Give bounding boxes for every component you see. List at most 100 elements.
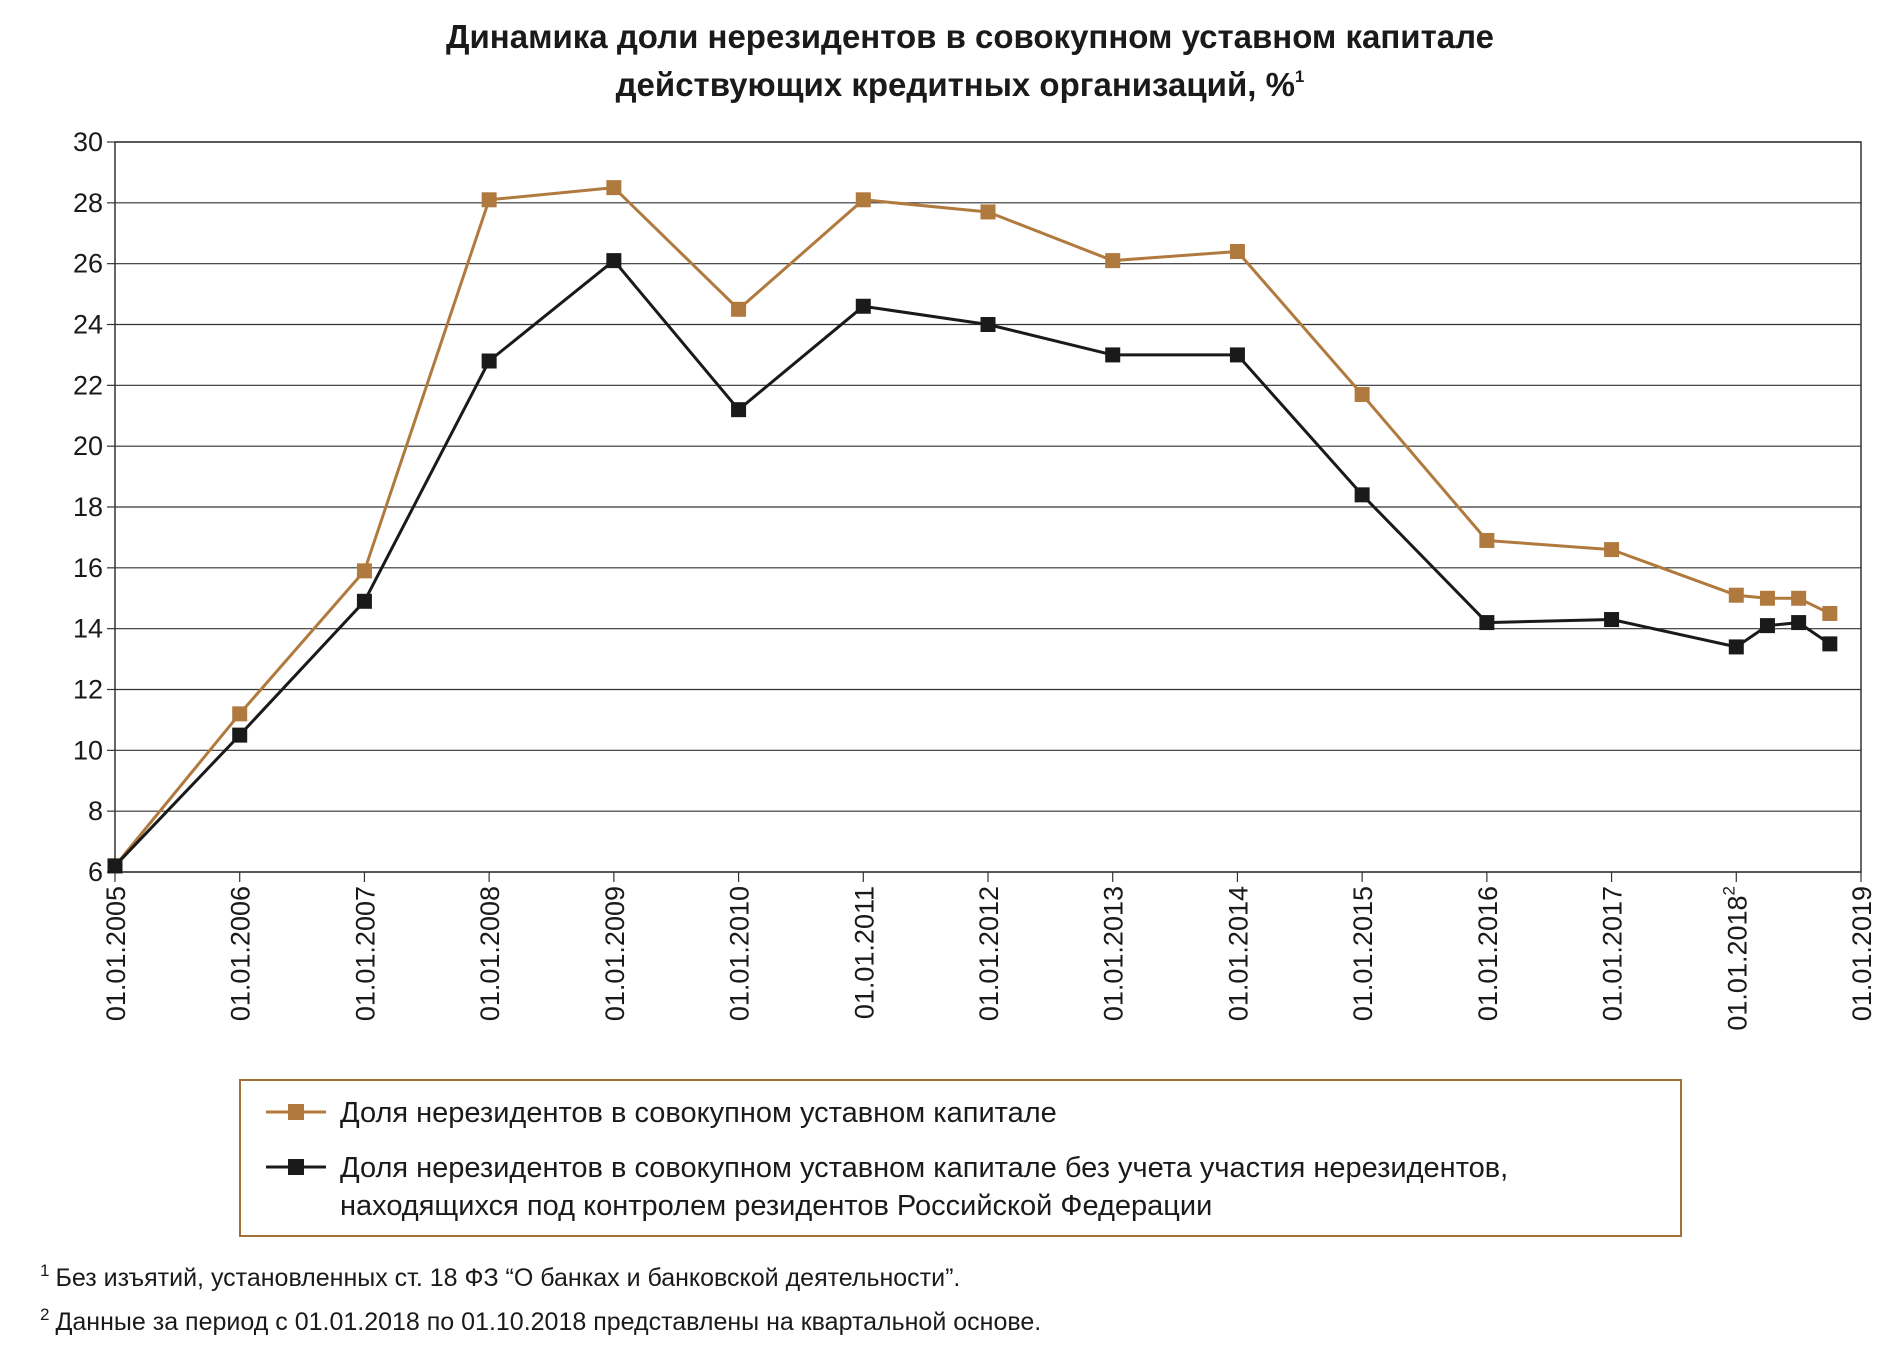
x-tick-label-text: 01.01.2008 (475, 886, 505, 1021)
x-tick-label-text: 01.01.2015 (1348, 886, 1378, 1021)
y-tick-label: 14 (73, 614, 103, 644)
x-axis: 01.01.2005 01.01.2006 01.01.2007 01.01.2008… (101, 872, 1877, 1031)
data-point-adjusted (481, 353, 497, 369)
y-tick-label: 22 (73, 370, 103, 400)
data-point-adjusted (1479, 615, 1495, 631)
x-tick-label-text: 01.01.2012 (974, 886, 1004, 1021)
data-point-total (1604, 542, 1620, 558)
y-tick-label: 24 (73, 310, 103, 340)
y-tick-label: 10 (73, 735, 103, 765)
y-tick-label: 30 (73, 127, 103, 157)
x-tick-label-text: 01.01.2014 (1223, 886, 1253, 1021)
data-point-total (1791, 590, 1807, 606)
footnote-1: 1 Без изъятий, установленных ст. 18 ФЗ “О… (40, 1261, 960, 1292)
footnote-1-text: Без изъятий, установленных ст. 18 ФЗ “О … (55, 1264, 960, 1292)
data-point-total (980, 204, 996, 220)
series-line-total (113, 186, 1831, 867)
x-tick-label: 01.01.2005 (101, 886, 131, 1021)
legend-label-2-line1: Доля нерезидентов в совокупном уставном … (340, 1152, 1508, 1184)
data-point-adjusted (980, 317, 996, 332)
x-tick-label: 01.01.2008 (475, 886, 505, 1021)
data-point-total (855, 192, 871, 208)
x-tick-label: 01.01.20182 (1719, 886, 1752, 1031)
legend-label-1: Доля нерезидентов в совокупном уставном … (340, 1097, 1057, 1129)
footnote-2: 2 Данные за период с 01.01.2018 по 01.10.… (40, 1305, 1041, 1336)
data-point-adjusted (731, 402, 747, 418)
y-tick-label: 28 (73, 188, 103, 218)
data-point-total (1354, 386, 1370, 402)
legend-label-2-line2: находящихся под контролем резидентов Рос… (340, 1190, 1212, 1222)
footnote-2-mark: 2 (40, 1305, 49, 1324)
chart-title-line1: Динамика доли нерезидентов в совокупном … (446, 18, 1494, 55)
y-tick-label: 26 (73, 249, 103, 279)
x-tick-label: 01.01.2013 (1099, 886, 1129, 1021)
data-point-total (1728, 587, 1744, 603)
y-tick-label: 8 (88, 796, 103, 826)
x-tick-label: 01.01.2015 (1348, 886, 1378, 1021)
x-tick-label-text: 01.01.2009 (600, 886, 630, 1021)
x-tick-label-text: 01.01.2010 (725, 886, 755, 1021)
data-point-adjusted (1759, 618, 1775, 634)
data-point-adjusted (1354, 487, 1370, 503)
data-point-adjusted (1105, 347, 1121, 363)
legend: Доля нерезидентов в совокупном уставном … (239, 1079, 1682, 1237)
x-tick-label: 01.01.2014 (1223, 886, 1253, 1021)
data-point-adjusted (1791, 615, 1807, 631)
x-tick-label: 01.01.2019 (1847, 886, 1877, 1021)
data-point-adjusted (232, 727, 248, 743)
y-tick-label: 6 (88, 857, 103, 887)
data-point-adjusted (1822, 636, 1838, 652)
footnote-2-text: Данные за период с 01.01.2018 по 01.10.2… (55, 1308, 1041, 1336)
data-point-total (232, 706, 248, 722)
legend-marker-orange (288, 1104, 304, 1120)
x-tick-label: 01.01.2012 (974, 886, 1004, 1021)
footnote-1-mark: 1 (40, 1261, 49, 1280)
x-tick-label-text: 01.01.2006 (226, 886, 256, 1021)
chart-title-line2-text: действующих кредитных организаций, % (616, 66, 1295, 103)
series-layer (107, 180, 1838, 874)
data-point-total (481, 192, 497, 208)
legend-marker-black (288, 1159, 304, 1175)
y-tick-label: 12 (73, 675, 103, 705)
y-tick-label: 18 (73, 492, 103, 522)
x-tick-label: 01.01.2017 (1598, 886, 1628, 1021)
y-tick-label: 20 (73, 431, 103, 461)
x-tick-label-text: 01.01.2005 (101, 886, 131, 1021)
x-tick-label: 01.01.2009 (600, 886, 630, 1021)
data-point-total (731, 301, 747, 317)
data-point-adjusted (606, 253, 622, 269)
x-tick-label-text: 01.01.2017 (1598, 886, 1628, 1021)
data-point-total (1479, 532, 1495, 548)
chart-title-line2: действующих кредитных организаций, %1 (616, 66, 1305, 103)
x-tick-label-text: 01.01.2007 (350, 886, 380, 1021)
y-tick-label: 16 (73, 553, 103, 583)
x-tick-label: 01.01.2016 (1473, 886, 1503, 1021)
y-axis: 6 8 10 12 14 16 18 20 22 24 26 28 30 (73, 127, 115, 887)
data-point-total (1822, 605, 1838, 621)
x-tick-label: 01.01.2006 (226, 886, 256, 1021)
x-tick-label-text: 01.01.2011 (849, 886, 879, 1019)
x-tick-label-text: 01.01.2016 (1473, 886, 1503, 1021)
data-point-adjusted (356, 593, 372, 609)
data-point-adjusted (1229, 347, 1245, 363)
series-line-adjusted (113, 259, 1831, 867)
data-point-total (606, 180, 622, 196)
x-tick-label-text: 01.01.2018 (1722, 895, 1752, 1030)
x-tick-label: 01.01.2010 (725, 886, 755, 1021)
data-point-adjusted (855, 298, 871, 314)
gridlines (114, 141, 1862, 873)
x-tick-label: 01.01.2007 (350, 886, 380, 1021)
data-point-total (1759, 590, 1775, 606)
x-tick-label-sup: 2 (1719, 886, 1738, 895)
data-point-total (356, 563, 372, 579)
chart-title-sup: 1 (1295, 67, 1304, 86)
x-tick-label: 01.01.2011 (849, 886, 879, 1019)
x-tick-label-text: 01.01.2019 (1847, 886, 1877, 1021)
data-point-total (1229, 244, 1245, 259)
data-point-adjusted (107, 858, 123, 874)
data-point-adjusted (1604, 612, 1620, 628)
legend-box (239, 1079, 1682, 1237)
data-point-total (1105, 253, 1121, 269)
x-tick-label-text: 01.01.2013 (1099, 886, 1129, 1021)
